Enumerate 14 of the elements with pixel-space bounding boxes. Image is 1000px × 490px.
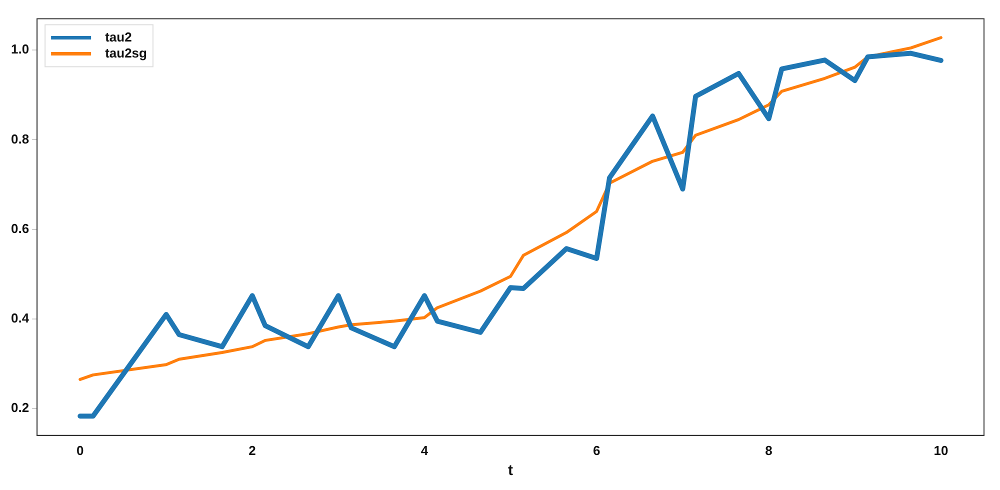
y-tick-label: 1.0 <box>10 42 30 57</box>
y-tick-label: 0.4 <box>10 310 30 326</box>
x-tick-label: 2 <box>248 442 256 458</box>
x-tick-label: 8 <box>765 442 772 458</box>
x-tick-label: 0 <box>76 442 84 458</box>
x-tick-label: 10 <box>934 442 948 458</box>
y-tick-label: 0.8 <box>10 131 30 146</box>
y-tick-label: 0.2 <box>10 400 30 416</box>
x-axis-title: t <box>508 462 514 480</box>
y-tick-label: 0.6 <box>10 220 30 236</box>
x-tick-label: 4 <box>420 442 429 458</box>
legend-label: tau2 <box>105 29 132 44</box>
legend-label: tau2sg <box>105 45 148 60</box>
x-tick-label: 6 <box>593 442 600 458</box>
